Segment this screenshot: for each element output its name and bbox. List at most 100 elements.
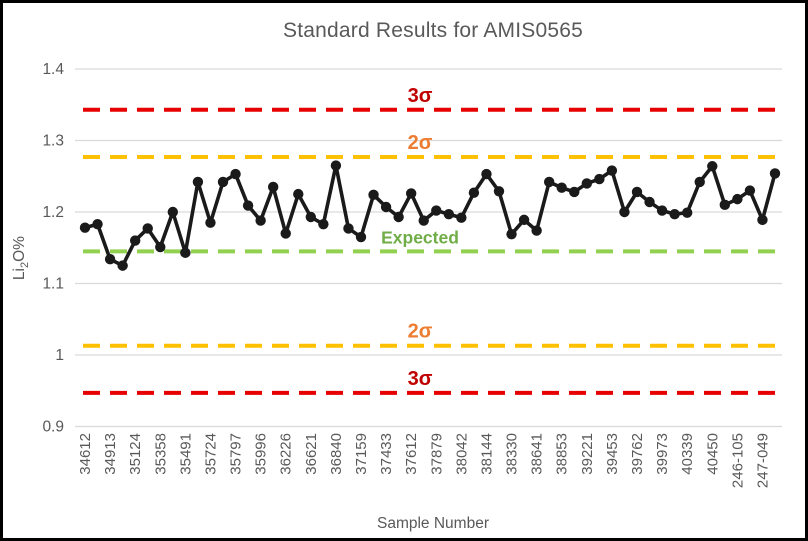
data-point <box>719 199 731 211</box>
data-point <box>443 208 455 220</box>
data-point <box>481 168 492 180</box>
data-point <box>330 160 342 171</box>
data-point <box>606 165 618 176</box>
plot-area: 1.4 1.3 1.2 1.1 1 0.9 3σ 2σ Expected 2σ 3σ 34612 349… <box>42 61 782 488</box>
x-tick-label: 40339 <box>679 433 696 475</box>
y-axis-title-suffix: O% <box>10 236 28 262</box>
data-point <box>405 188 417 199</box>
x-tick-label: 35358 <box>152 433 169 475</box>
data-point <box>92 218 103 230</box>
x-tick-label: 37879 <box>428 433 445 475</box>
x-tick-label: 40450 <box>704 433 721 475</box>
data-point <box>594 173 605 185</box>
data-point <box>431 205 442 216</box>
data-point <box>142 223 153 234</box>
x-tick-label: 39762 <box>629 433 646 475</box>
y-tick-label: 1.3 <box>42 133 64 150</box>
x-tick-label: 36840 <box>328 433 345 475</box>
x-tick-label: 39973 <box>654 433 671 475</box>
x-tick-label: 35996 <box>253 433 270 475</box>
data-point <box>343 223 354 234</box>
data-point <box>656 205 668 216</box>
data-point <box>205 217 216 228</box>
x-tick-label: 34612 <box>77 433 94 475</box>
sigma2-lower-label: 2σ <box>408 321 433 343</box>
data-point <box>167 206 179 218</box>
data-point <box>732 193 743 205</box>
x-tick-label: 247-049 <box>754 433 771 488</box>
data-point <box>493 186 505 197</box>
x-tick-label: 38641 <box>529 433 546 475</box>
x-tick-label: 35797 <box>228 433 245 475</box>
data-point <box>380 201 392 213</box>
x-tick-label: 36226 <box>278 433 295 475</box>
data-point <box>744 185 756 196</box>
data-point <box>155 241 166 253</box>
x-tick-label: 37612 <box>403 433 420 475</box>
x-tick-label: 38144 <box>478 433 495 475</box>
y-tick-label: 0.9 <box>42 419 64 436</box>
x-tick-label: 35724 <box>202 433 219 475</box>
data-point <box>518 214 530 226</box>
data-point <box>694 176 705 188</box>
data-point <box>581 178 593 189</box>
data-point <box>707 161 718 172</box>
data-point <box>456 212 467 223</box>
y-tick-label: 1.1 <box>42 276 64 293</box>
x-tick-label: 38042 <box>453 433 470 475</box>
x-tick-label: 35491 <box>177 433 194 475</box>
data-point <box>192 176 204 188</box>
data-point <box>305 211 317 223</box>
data-point <box>242 200 254 211</box>
data-point <box>104 253 116 265</box>
data-point <box>79 222 91 233</box>
data-point <box>619 206 630 218</box>
data-point <box>769 168 781 179</box>
y-tick-label: 1.2 <box>42 204 64 221</box>
x-tick-label: 39453 <box>604 433 621 475</box>
x-tick-label: 38853 <box>554 433 571 475</box>
data-point <box>129 235 141 246</box>
data-point <box>318 218 329 230</box>
data-point <box>468 187 480 198</box>
data-point <box>418 215 429 226</box>
data-point <box>180 247 191 258</box>
y-axis-title: Li2O% <box>11 168 31 348</box>
data-point <box>267 181 279 193</box>
data-point <box>355 231 367 243</box>
sigma3-lower-label: 3σ <box>408 368 433 390</box>
data-point <box>556 182 567 193</box>
data-point <box>280 228 291 239</box>
x-tick-label: 39221 <box>579 433 596 475</box>
x-tick-label: 37433 <box>378 433 395 475</box>
data-point <box>531 225 542 236</box>
data-point <box>293 188 304 200</box>
y-axis-title-subscript: 2 <box>19 261 32 268</box>
data-point <box>543 176 555 188</box>
sigma2-upper-label: 2σ <box>408 132 433 154</box>
data-point <box>681 207 693 218</box>
data-point <box>217 176 229 188</box>
y-axis-title-prefix: Li <box>10 268 28 281</box>
chart-title: Standard Results for AMIS0565 <box>283 19 583 42</box>
x-tick-label: 37159 <box>353 433 370 475</box>
x-tick-label: 35124 <box>127 433 144 475</box>
y-tick-label: 1 <box>55 347 64 364</box>
x-tick-label: 38330 <box>504 433 521 475</box>
data-point <box>506 228 517 240</box>
data-point <box>255 215 266 226</box>
x-tick-label: 34913 <box>102 433 119 475</box>
data-point <box>631 186 643 198</box>
data-point <box>757 214 768 226</box>
data-point <box>569 186 580 198</box>
x-tick-label: 36621 <box>303 433 320 475</box>
sigma3-upper-label: 3σ <box>408 85 433 107</box>
data-point <box>368 189 379 201</box>
data-point <box>669 208 680 220</box>
data-point <box>230 168 241 180</box>
data-point <box>644 196 655 208</box>
y-tick-label: 1.4 <box>42 61 64 78</box>
data-point <box>117 260 128 271</box>
x-axis-title: Sample Number <box>377 515 489 532</box>
